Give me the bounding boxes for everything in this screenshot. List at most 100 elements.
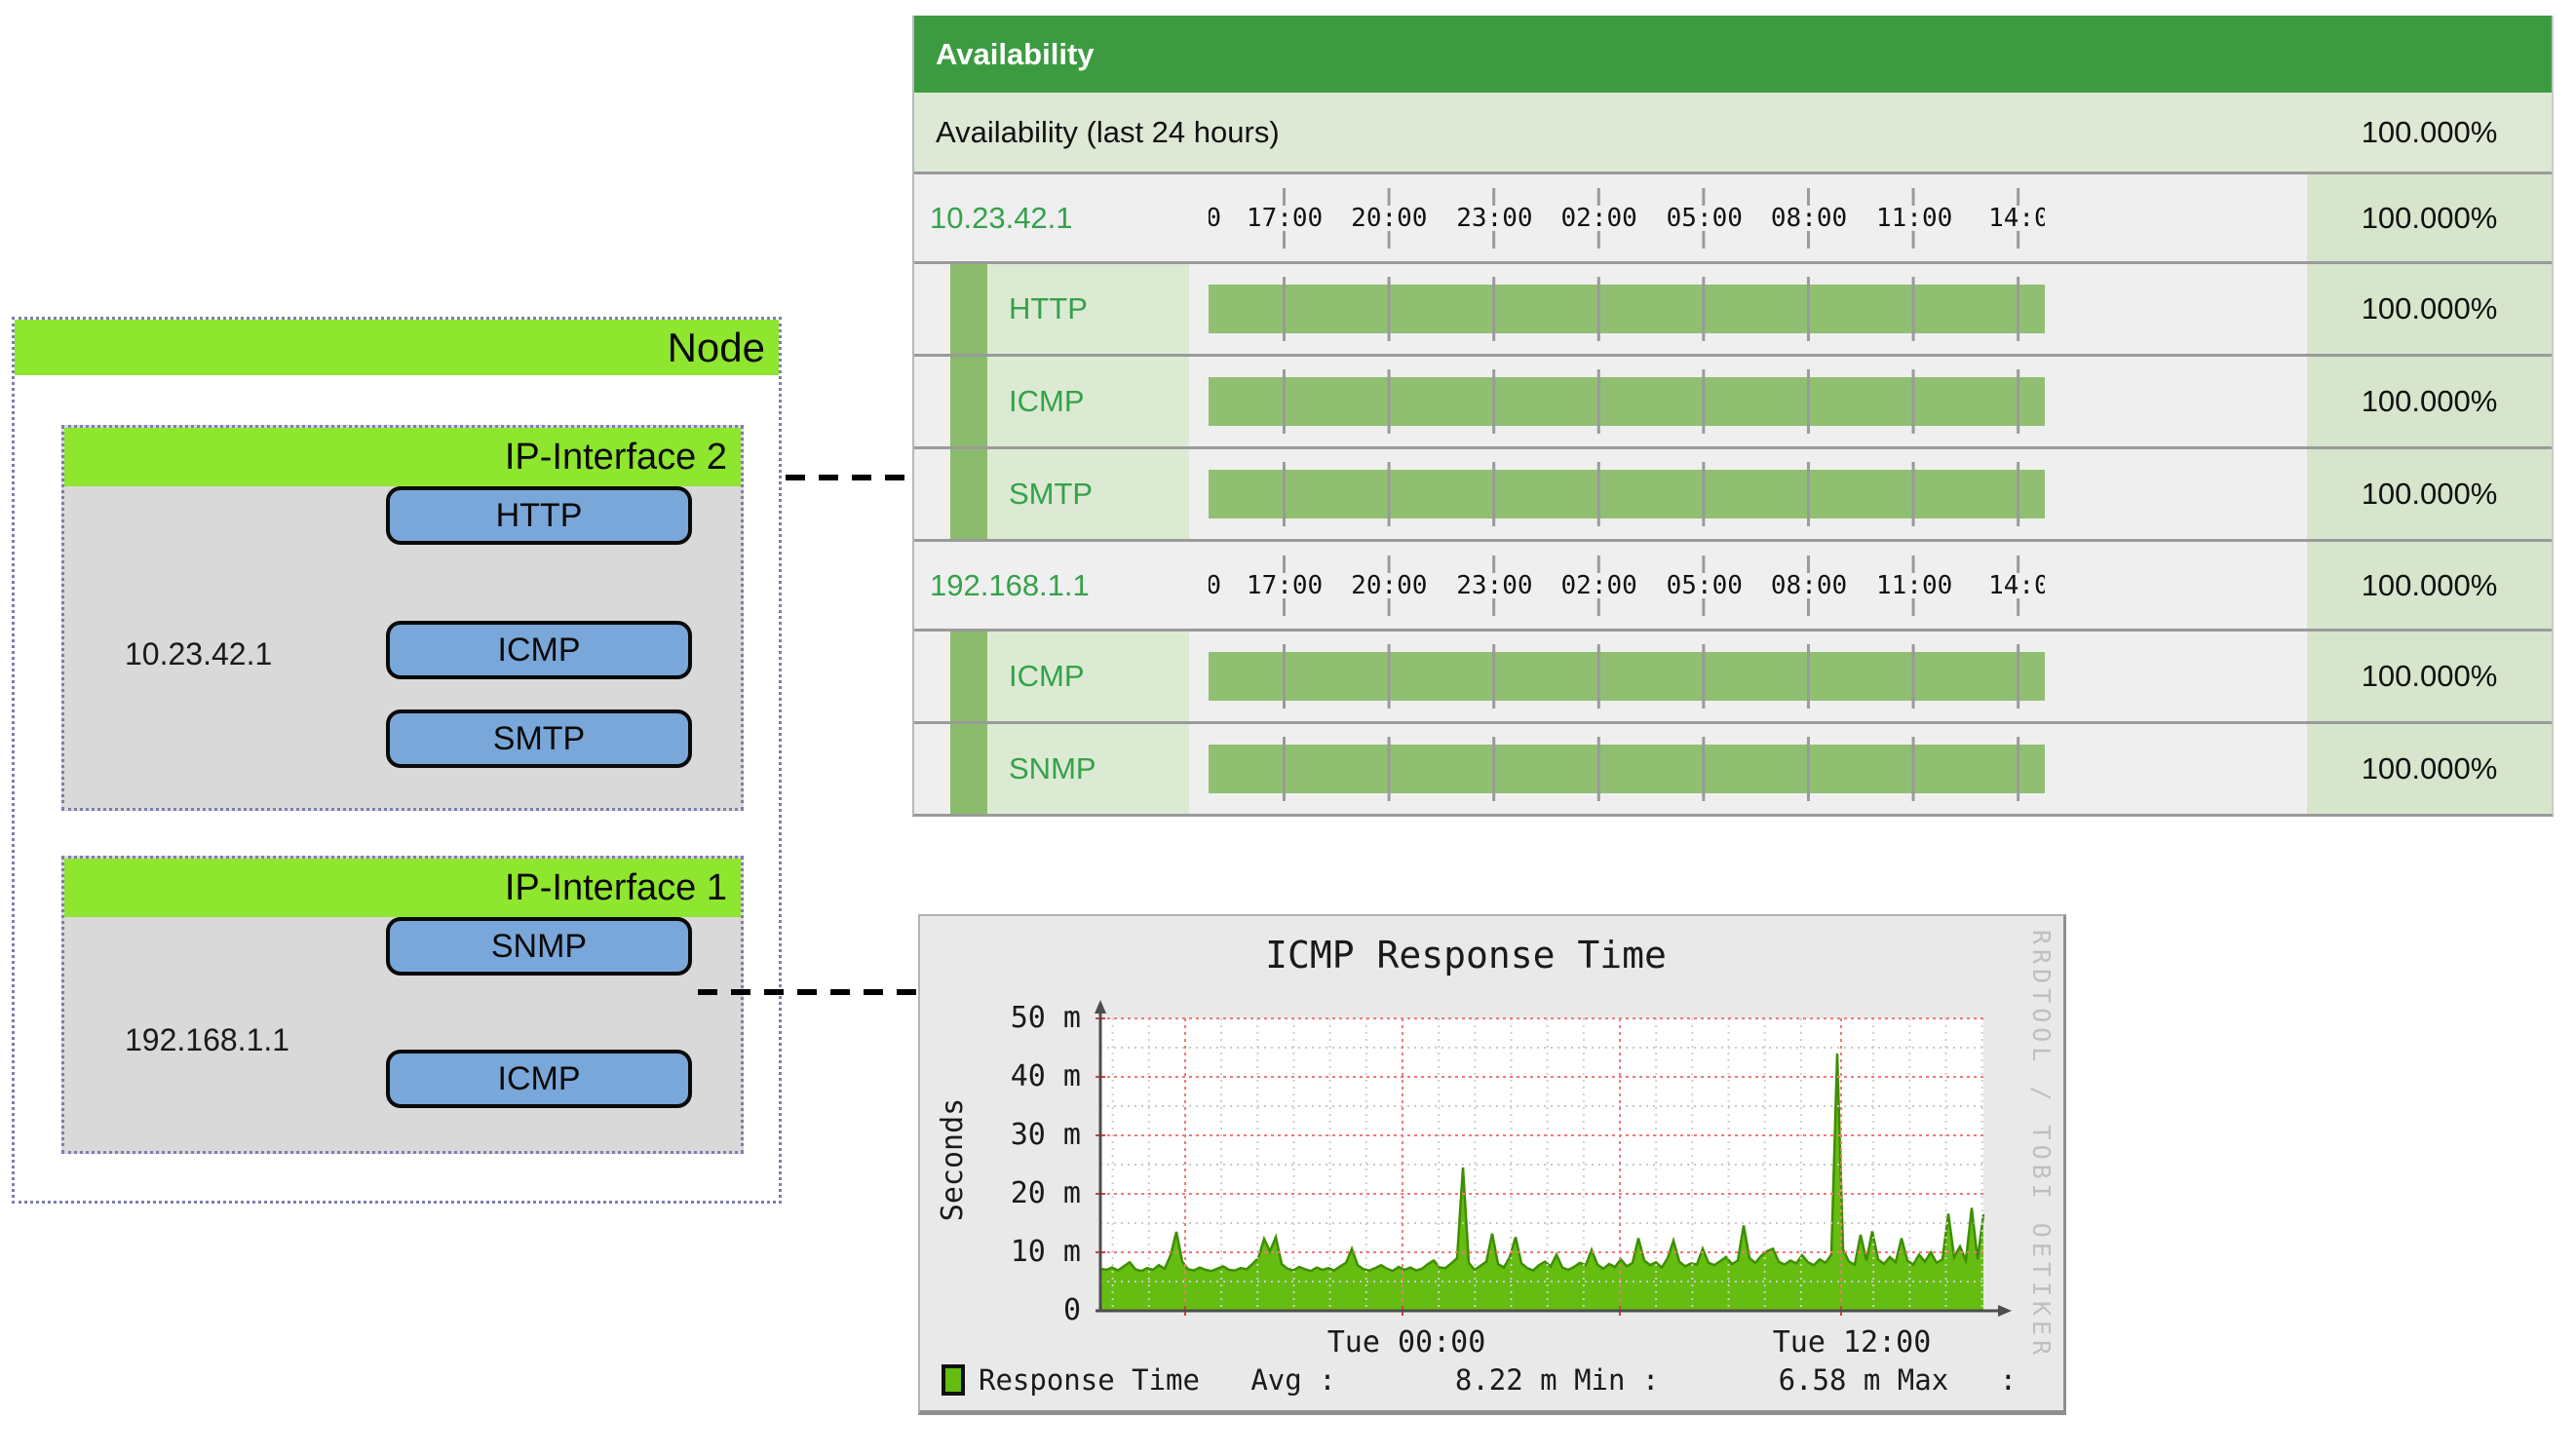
table-row-interface: 10.23.42.1 0 17:00 20:00 23:00 02:00 05:… (914, 172, 2552, 261)
response-time-plot (1095, 1000, 2012, 1317)
service-button-smtp-label: SMTP (492, 719, 586, 757)
service-button-icmp[interactable]: ICMP (386, 621, 692, 679)
y-tick-label: 40 m (1010, 1059, 1081, 1093)
service-percent: 100.000% (2307, 449, 2552, 539)
timeline-label: 08:00 (1770, 570, 1848, 600)
timeline-label: 20:00 (1351, 203, 1428, 233)
service-percent: 100.000% (2307, 724, 2552, 814)
node-header: Node (15, 320, 779, 375)
icmp-response-time-graph: ICMP Response Time Seconds 50 m 40 m 30 … (918, 914, 2066, 1415)
timeline-label: 02:00 (1560, 570, 1637, 600)
service-button-snmp[interactable]: SNMP (386, 917, 692, 976)
timeline-label: 11:00 (1876, 570, 1953, 600)
timeline-ticks (1209, 231, 2045, 249)
ip-interface-2-box: IP-Interface 2 10.23.42.1 ICMP SMTP HTTP (61, 425, 744, 811)
service-cell: SMTP (987, 449, 1189, 539)
bar-ticks (1209, 462, 2045, 526)
timeline-label: 11:00 (1876, 203, 1953, 233)
service-cell: ICMP (987, 357, 1189, 446)
service-link[interactable]: SNMP (1009, 751, 1096, 785)
availability-table-title: Availability (936, 36, 1095, 71)
service-percent: 100.000% (2307, 632, 2552, 721)
service-cell: HTTP (987, 264, 1189, 354)
ip-interface-1-header: IP-Interface 1 (64, 859, 741, 917)
y-tick-label: 20 m (1010, 1176, 1081, 1210)
indent-strip (950, 357, 987, 446)
table-row-service: ICMP 100.000% (914, 354, 2552, 446)
service-cell: ICMP (987, 632, 1189, 721)
table-row-summary: Availability (last 24 hours) 100.000% (914, 93, 2552, 172)
indent-strip (950, 264, 987, 354)
timeline-label: 08:00 (1770, 203, 1848, 233)
table-row-service: ICMP 100.000% (914, 629, 2552, 721)
service-button-icmp-2[interactable]: ICMP (386, 1050, 692, 1108)
timeline-label: 17:00 (1246, 570, 1324, 600)
connector-icmp-to-graph (698, 989, 917, 995)
indent-strip (950, 632, 987, 721)
interface-link[interactable]: 192.168.1.1 (930, 567, 1090, 602)
table-row-service: SMTP 100.000% (914, 446, 2552, 539)
timeline-label: 20:00 (1351, 570, 1428, 600)
interface-percent: 100.000% (2307, 542, 2552, 629)
service-button-snmp-label: SNMP (490, 927, 588, 965)
rrdtool-watermark: RRDTOOL / TOBI OETIKER (2027, 930, 2056, 1360)
timeline-label: 0 (1209, 203, 1221, 233)
legend-swatch (942, 1364, 965, 1396)
availability-timeline: 0 17:00 20:00 23:00 02:00 05:00 08:00 11… (1209, 174, 2045, 261)
timeline-label: 0 (1209, 570, 1221, 600)
service-button-http[interactable]: HTTP (386, 486, 692, 545)
service-link[interactable]: ICMP (1009, 659, 1085, 693)
bar-ticks (1209, 644, 2045, 709)
timeline-label: 23:00 (1456, 203, 1533, 233)
bar-ticks (1209, 277, 2045, 341)
service-button-icmp-2-label: ICMP (497, 1059, 581, 1097)
interface-link[interactable]: 10.23.42.1 (930, 200, 1073, 235)
service-link[interactable]: SMTP (1009, 477, 1094, 511)
ip-interface-2-address: 10.23.42.1 (125, 636, 273, 671)
x-tick-label: Tue 12:00 (1772, 1325, 1932, 1360)
timeline-label: 23:00 (1456, 570, 1533, 600)
timeline-label: 05:00 (1666, 203, 1743, 233)
x-tick-label: Tue 00:00 (1326, 1325, 1486, 1360)
indent-strip (950, 724, 987, 814)
availability-timeline: 0 17:00 20:00 23:00 02:00 05:00 08:00 11… (1209, 542, 2045, 629)
bar-ticks (1209, 737, 2045, 801)
y-tick-label: 30 m (1010, 1118, 1081, 1152)
availability-table: Availability Availability (last 24 hours… (912, 16, 2554, 817)
summary-percent: 100.000% (2361, 114, 2498, 149)
indent-strip (950, 449, 987, 539)
ip-interface-1-address: 192.168.1.1 (125, 1022, 290, 1057)
timeline-ticks (1209, 598, 2045, 616)
timeline-ticks (1209, 188, 2045, 206)
timeline-label: 14:0 (1988, 570, 2045, 600)
interface-percent: 100.000% (2307, 174, 2552, 261)
service-button-icmp-label: ICMP (497, 631, 581, 669)
ip-interface-2-label: IP-Interface 2 (504, 436, 727, 478)
table-row-interface: 192.168.1.1 0 17:00 20:00 23:00 02:00 05… (914, 539, 2552, 629)
service-link[interactable]: HTTP (1009, 291, 1088, 326)
service-percent: 100.000% (2307, 357, 2552, 446)
node-label: Node (667, 324, 765, 370)
node-box: Node IP-Interface 2 10.23.42.1 ICMP SMTP… (12, 317, 782, 1204)
availability-table-header: Availability (914, 16, 2552, 93)
timeline-label: 05:00 (1666, 570, 1743, 600)
bar-ticks (1209, 369, 2045, 434)
service-percent: 100.000% (2307, 264, 2552, 354)
table-row-service: HTTP 100.000% (914, 261, 2552, 354)
timeline-ticks (1209, 556, 2045, 573)
connector-interface2-to-table (786, 475, 913, 480)
service-button-smtp[interactable]: SMTP (386, 709, 692, 768)
graph-title: ICMP Response Time (1265, 934, 1667, 977)
service-cell: SNMP (987, 724, 1189, 814)
timeline-label: 14:0 (1988, 203, 2045, 233)
summary-label: Availability (last 24 hours) (936, 114, 1280, 149)
service-link[interactable]: ICMP (1009, 384, 1085, 418)
ip-interface-1-label: IP-Interface 1 (504, 866, 727, 908)
service-button-http-label: HTTP (495, 496, 583, 534)
y-tick-label: 10 m (1010, 1235, 1081, 1269)
ip-interface-1-box: IP-Interface 1 192.168.1.1 ICMP SNMP (61, 856, 744, 1154)
y-tick-label: 0 (1062, 1293, 1081, 1327)
timeline-label: 17:00 (1246, 203, 1324, 233)
graph-legend: Response Time Avg : 8.22 m Min : 6.58 m … (942, 1360, 2059, 1399)
